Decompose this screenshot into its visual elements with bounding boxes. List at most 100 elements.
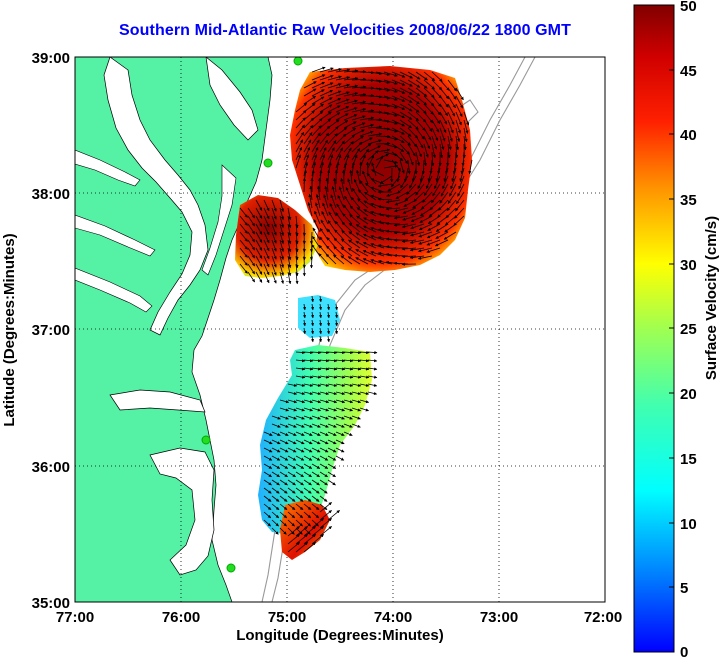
velocity-vector bbox=[468, 159, 473, 175]
velocity-vector bbox=[351, 85, 367, 89]
velocity-vector bbox=[435, 223, 449, 232]
velocity-vector bbox=[324, 185, 329, 201]
colorbar bbox=[633, 4, 675, 653]
velocity-vector bbox=[287, 526, 300, 537]
velocity-vector bbox=[386, 191, 401, 197]
pamlico-sound bbox=[149, 447, 215, 576]
velocity-vector bbox=[415, 151, 421, 166]
velocity-vector bbox=[295, 423, 305, 428]
velocity-vector bbox=[327, 463, 337, 469]
velocity-vector bbox=[423, 87, 435, 98]
velocity-vector bbox=[287, 255, 292, 269]
velocity-vector bbox=[271, 527, 279, 535]
velocity-vector bbox=[335, 76, 351, 81]
velocity-vector bbox=[263, 495, 272, 502]
velocity-vector bbox=[340, 238, 353, 249]
velocity-vector bbox=[295, 110, 307, 121]
velocity-vector bbox=[319, 169, 323, 185]
velocity-vector bbox=[415, 79, 428, 89]
velocity-vector bbox=[359, 161, 363, 177]
velocity-vector bbox=[271, 439, 281, 445]
velocity-vector bbox=[377, 244, 393, 249]
velocity-vector bbox=[326, 311, 331, 319]
velocity-vector bbox=[287, 431, 297, 436]
velocity-vector bbox=[391, 127, 405, 135]
cb-tick-label: 20 bbox=[680, 386, 697, 403]
velocity-vector bbox=[321, 211, 329, 225]
velocity-vector bbox=[303, 383, 314, 387]
velocity-vector bbox=[279, 239, 284, 252]
velocity-vector bbox=[411, 167, 417, 182]
velocity-vector bbox=[312, 235, 321, 249]
velocity-vector bbox=[326, 327, 331, 335]
velocity-vector bbox=[439, 95, 449, 108]
velocity-vector bbox=[314, 210, 321, 225]
velocity-vector bbox=[271, 207, 277, 220]
velocity-vector bbox=[335, 399, 346, 404]
velocity-vector bbox=[271, 487, 280, 494]
velocity-vector bbox=[447, 143, 451, 159]
velocity-vector bbox=[295, 359, 306, 363]
velocity-vector bbox=[311, 407, 321, 412]
velocity-vector bbox=[319, 455, 329, 461]
y-tick-label: 39:00 bbox=[32, 50, 70, 67]
velocity-vector bbox=[409, 255, 425, 260]
velocity-vector bbox=[379, 175, 393, 184]
velocity-vector bbox=[343, 69, 359, 73]
velocity-vector bbox=[287, 542, 300, 553]
velocity-vector bbox=[351, 423, 361, 428]
velocity-vector bbox=[263, 255, 270, 268]
velocity-vector bbox=[330, 194, 337, 209]
velocity-vector bbox=[311, 359, 322, 363]
velocity-vector bbox=[335, 431, 345, 436]
velocity-vector bbox=[359, 143, 372, 153]
velocity-vector bbox=[287, 207, 292, 221]
velocity-vector bbox=[422, 191, 433, 203]
velocity-vector bbox=[255, 223, 263, 235]
velocity-vector bbox=[431, 95, 442, 108]
velocity-vector bbox=[427, 167, 433, 182]
velocity-vector bbox=[271, 415, 281, 420]
velocity-vector bbox=[287, 407, 297, 412]
velocity-vector bbox=[377, 205, 393, 209]
velocity-vector bbox=[442, 175, 449, 190]
velocity-vector bbox=[271, 463, 281, 469]
velocity-vector bbox=[287, 463, 297, 469]
velocity-vector bbox=[410, 223, 425, 230]
velocity-vector bbox=[367, 391, 378, 395]
velocity-vector bbox=[318, 253, 329, 265]
velocity-vector bbox=[263, 199, 270, 212]
velocity-vector bbox=[295, 117, 306, 129]
velocity-vector bbox=[335, 383, 346, 387]
velocity-vector bbox=[319, 154, 326, 169]
velocity-vector bbox=[359, 391, 370, 395]
velocity-vector bbox=[327, 98, 342, 105]
velocity-vector bbox=[327, 423, 337, 428]
velocity-vector bbox=[328, 211, 337, 225]
velocity-vector bbox=[263, 207, 270, 220]
velocity-vector bbox=[426, 239, 441, 246]
velocity-vector bbox=[295, 519, 303, 527]
velocity-vector bbox=[319, 447, 329, 453]
velocity-vector bbox=[295, 511, 304, 519]
velocity-vector bbox=[400, 175, 409, 189]
velocity-vector bbox=[279, 503, 288, 511]
cb-tick-label: 5 bbox=[680, 580, 688, 597]
velocity-vector bbox=[311, 479, 320, 486]
barrier-island-water bbox=[201, 164, 237, 276]
velocity-vector bbox=[407, 143, 416, 157]
velocity-vector bbox=[423, 71, 436, 82]
velocity-vector bbox=[407, 95, 420, 105]
velocity-vector bbox=[343, 154, 350, 169]
velocity-vector bbox=[391, 71, 406, 78]
velocity-vector bbox=[351, 122, 366, 129]
velocity-vector bbox=[431, 119, 440, 133]
velocity-vector bbox=[417, 175, 425, 189]
velocity-vector bbox=[359, 399, 370, 404]
velocity-vector bbox=[415, 119, 426, 131]
velocity-vector bbox=[319, 147, 327, 161]
velocity-vector bbox=[326, 303, 331, 311]
velocity-vector bbox=[335, 423, 345, 428]
velocity-vector bbox=[357, 198, 369, 209]
